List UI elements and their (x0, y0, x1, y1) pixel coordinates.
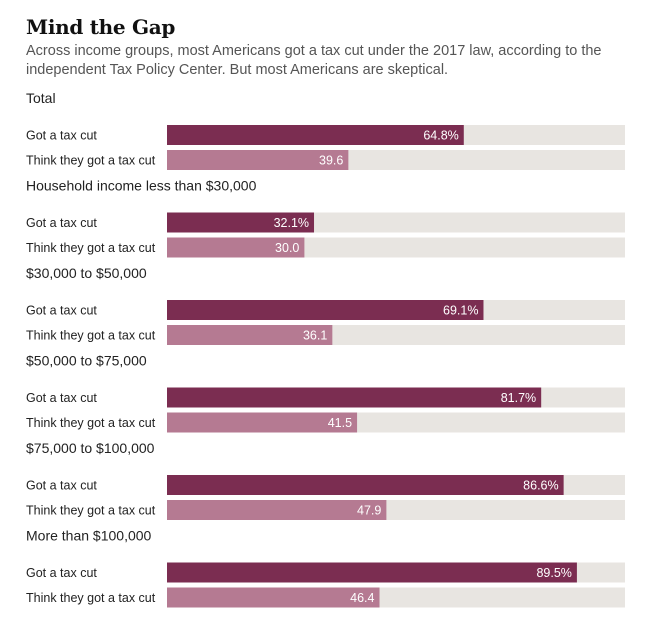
group-label: Household income less than $30,000 (26, 178, 257, 194)
row-label-think-tax-cut: Think they got a tax cut (26, 591, 156, 605)
bar-think-tax-cut (167, 237, 305, 258)
bar-got-tax-cut (167, 387, 542, 408)
group-label: $30,000 to $50,000 (26, 265, 147, 281)
bar-think-tax-cut (167, 325, 333, 345)
row-label-think-tax-cut: Think they got a tax cut (26, 329, 156, 343)
group-label: $50,000 to $75,000 (26, 353, 147, 369)
data-label-think-tax-cut: 39.6 (319, 154, 343, 168)
group-5: More than $100,000 Got a tax cut 89.5% Thin… (26, 528, 625, 608)
row-label-got-tax-cut: Got a tax cut (26, 216, 97, 230)
bar-think-tax-cut (167, 412, 358, 433)
data-label-think-tax-cut: 30.0 (275, 241, 299, 255)
row-label-got-tax-cut: Got a tax cut (26, 304, 97, 318)
data-label-think-tax-cut: 46.4 (350, 591, 374, 605)
row-label-got-tax-cut: Got a tax cut (26, 479, 97, 493)
group-label: Total (26, 90, 56, 106)
bar-got-tax-cut (167, 125, 464, 145)
chart-title: Mind the Gap (26, 15, 176, 39)
data-label-think-tax-cut: 41.5 (328, 416, 352, 430)
data-label-got-tax-cut: 32.1% (274, 216, 309, 230)
group-2: $30,000 to $50,000 Got a tax cut 69.1% Thin… (26, 265, 625, 345)
row-label-got-tax-cut: Got a tax cut (26, 566, 97, 580)
group-3: $50,000 to $75,000 Got a tax cut 81.7% Thin… (26, 353, 625, 433)
group-label: More than $100,000 (26, 528, 152, 544)
data-label-got-tax-cut: 86.6% (523, 479, 558, 493)
group-4: $75,000 to $100,000 Got a tax cut 86.6% Thi… (26, 440, 625, 520)
group-0: Total Got a tax cut 64.8% Think they got a … (26, 90, 625, 170)
bar-got-tax-cut (167, 562, 577, 583)
data-label-got-tax-cut: 64.8% (423, 129, 458, 143)
data-label-got-tax-cut: 81.7% (501, 391, 536, 405)
bar-got-tax-cut (167, 475, 564, 495)
data-label-think-tax-cut: 36.1 (303, 329, 327, 343)
group-1: Household income less than $30,000 Got a … (26, 178, 625, 258)
row-label-got-tax-cut: Got a tax cut (26, 391, 97, 405)
bar-think-tax-cut (167, 587, 380, 608)
row-label-think-tax-cut: Think they got a tax cut (26, 241, 156, 255)
chart-subtitle: Across income groups, most Americans got… (26, 43, 602, 78)
data-label-think-tax-cut: 47.9 (357, 504, 381, 518)
data-label-got-tax-cut: 69.1% (443, 304, 478, 318)
row-label-got-tax-cut: Got a tax cut (26, 129, 97, 143)
row-label-think-tax-cut: Think they got a tax cut (26, 504, 156, 518)
bar-think-tax-cut (167, 500, 387, 520)
group-label: $75,000 to $100,000 (26, 440, 155, 456)
row-label-think-tax-cut: Think they got a tax cut (26, 416, 156, 430)
bar-got-tax-cut (167, 212, 315, 233)
bar-got-tax-cut (167, 300, 484, 320)
row-label-think-tax-cut: Think they got a tax cut (26, 154, 156, 168)
bar-think-tax-cut (167, 150, 349, 170)
data-label-got-tax-cut: 89.5% (536, 566, 571, 580)
